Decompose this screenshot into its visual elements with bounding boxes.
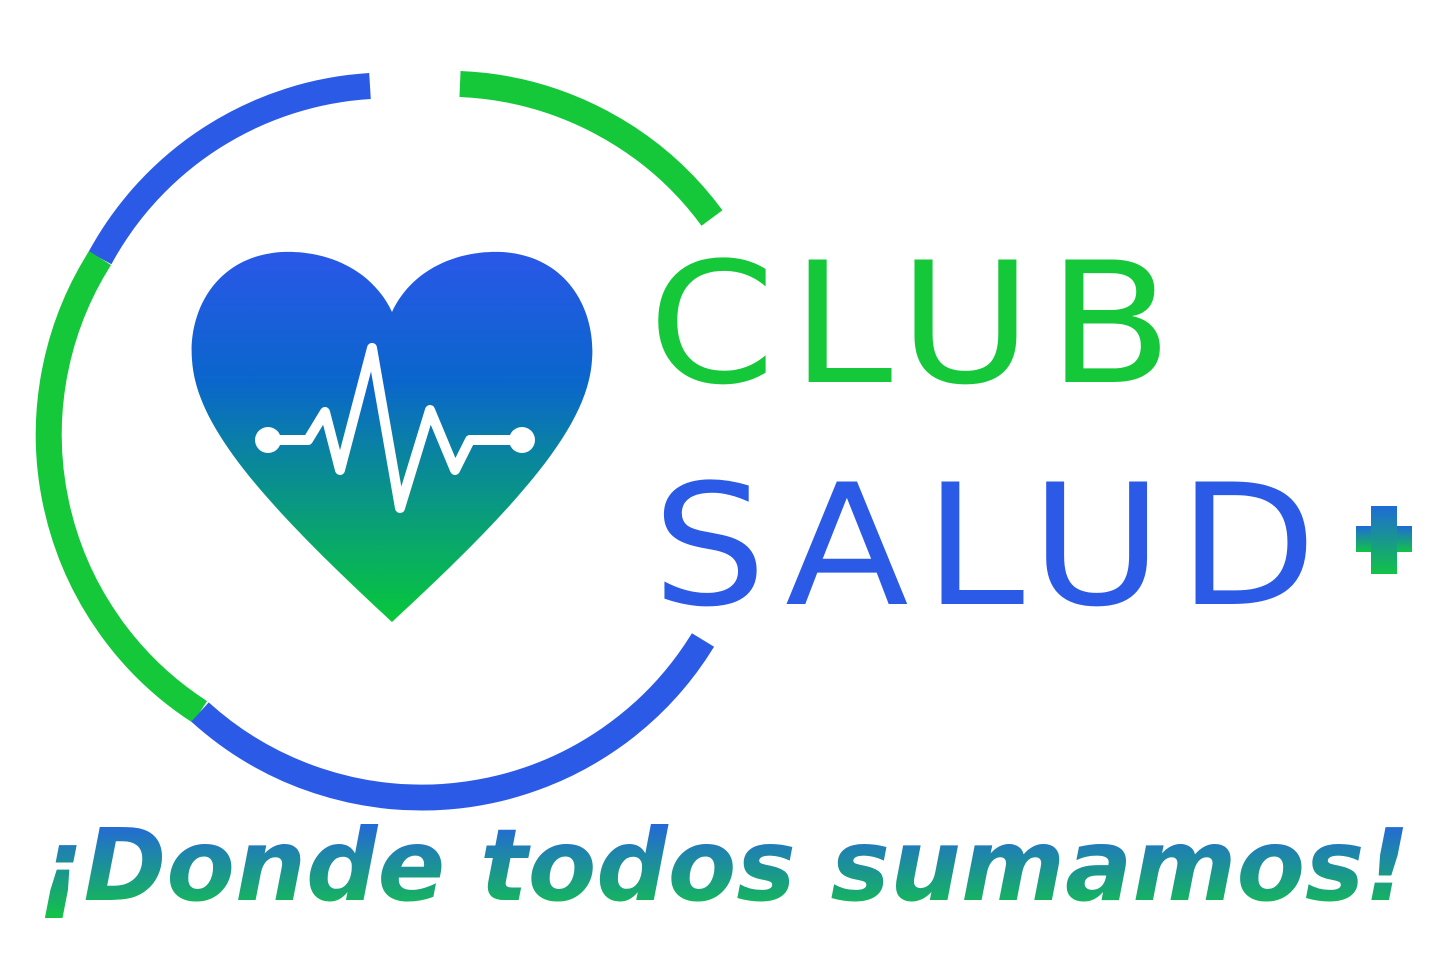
ring-segment-green-top <box>459 71 723 226</box>
ring-segment-green-left <box>35 251 208 723</box>
ring-segment-blue-top <box>88 73 371 265</box>
ring-icon <box>35 71 723 811</box>
brand-line1: CLUB <box>648 226 1188 422</box>
ring-segment-blue-bottom <box>191 633 715 811</box>
plus-icon <box>1356 506 1412 574</box>
tagline: ¡Donde todos sumamos! <box>38 807 1410 924</box>
heart-pulse-icon <box>191 251 593 622</box>
brand-line2: SALUD <box>652 448 1332 644</box>
